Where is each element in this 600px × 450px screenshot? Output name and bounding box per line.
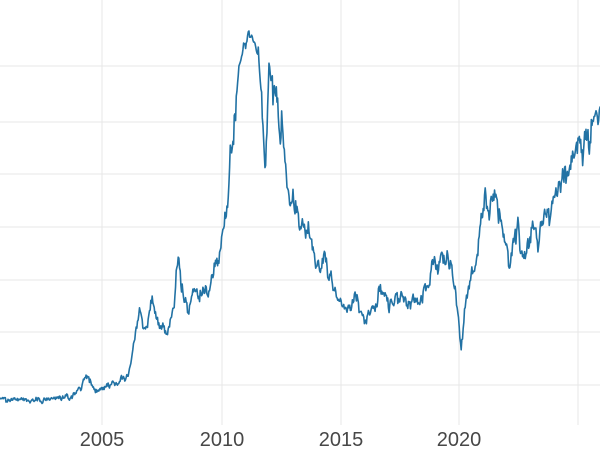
svg-text:2020: 2020 [437, 429, 482, 450]
svg-text:2005: 2005 [80, 429, 125, 450]
svg-text:2010: 2010 [200, 429, 245, 450]
svg-text:2015: 2015 [319, 429, 364, 450]
